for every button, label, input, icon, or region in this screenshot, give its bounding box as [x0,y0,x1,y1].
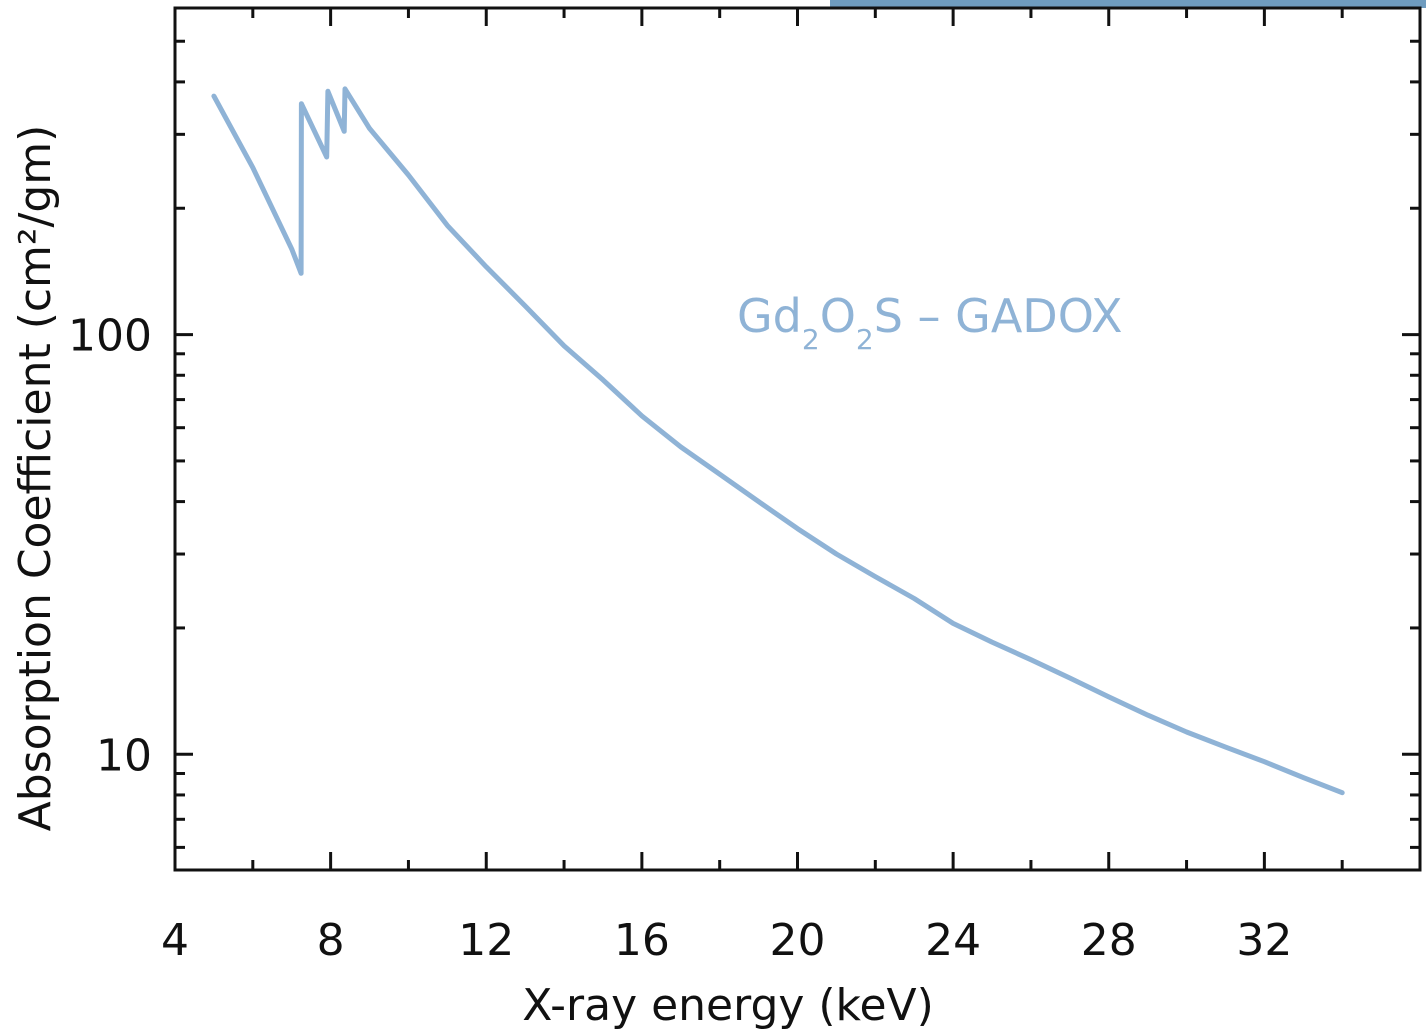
x-tick-label: 32 [1236,915,1292,966]
x-tick-label: 4 [161,915,189,966]
series-label-subscript: 2 [802,323,820,356]
series-label-text: S – GADOX [874,289,1123,343]
corner-bar [830,0,1426,8]
x-axis-title: X-ray energy (keV) [522,980,934,1031]
x-tick-label: 24 [925,915,981,966]
x-tick-label: 8 [317,915,345,966]
y-tick-label: 100 [68,311,152,362]
series-label-gadox: Gd2O2S – GADOX [737,289,1123,356]
x-tick-label: 20 [770,915,826,966]
ticks-layer [173,6,1422,870]
series-line-gadox [211,86,1345,796]
x-tick-label: 12 [458,915,514,966]
x-tick-label: 28 [1081,915,1137,966]
plot-frame [173,6,1422,872]
tick-labels: 4 8 12 16 20 24 28 32 10 100 [68,311,1292,966]
y-tick-label: 10 [96,730,152,781]
x-tick-label: 16 [614,915,670,966]
series-label-text: Gd [737,289,802,343]
y-axis-title: Absorption Coefficient (cm²/gm) [10,125,61,832]
series-label-text: O [820,289,856,343]
series-label-subscript: 2 [856,323,874,356]
